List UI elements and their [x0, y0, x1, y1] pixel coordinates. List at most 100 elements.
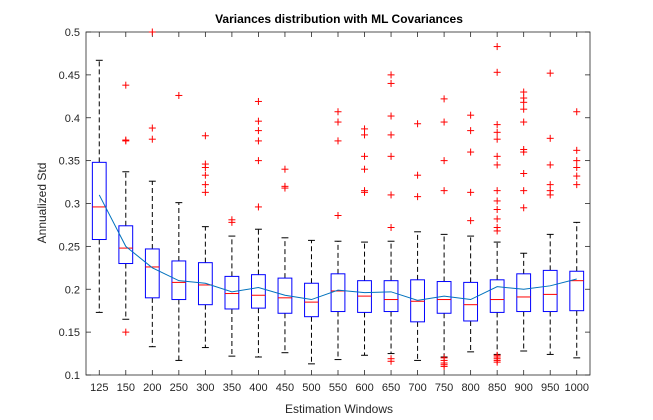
- outlier-marker: [201, 188, 209, 196]
- box-iqr: [91, 161, 107, 241]
- outlier-marker: [122, 328, 130, 336]
- y-tick-label: 0.1: [65, 370, 80, 382]
- box-iqr: [171, 260, 187, 301]
- outlier-marker: [546, 161, 554, 169]
- outlier-marker: [175, 91, 183, 99]
- box-iqr: [383, 280, 399, 313]
- outlier-marker: [573, 181, 581, 189]
- outlier-marker: [414, 120, 422, 128]
- box-iqr: [569, 270, 585, 312]
- outlier-marker: [148, 124, 156, 132]
- outlier-marker: [201, 160, 209, 168]
- x-tick-label: 1000: [564, 382, 588, 394]
- outlier-marker: [493, 351, 501, 359]
- box-iqr: [251, 274, 266, 309]
- outlier-marker: [546, 69, 554, 77]
- outlier-marker: [493, 121, 501, 129]
- outlier-marker: [467, 188, 475, 196]
- x-tick-label: 450: [276, 382, 294, 394]
- box-iqr: [463, 281, 479, 322]
- outlier-marker: [573, 146, 581, 154]
- outlier-marker: [493, 206, 501, 214]
- outlier-marker: [520, 118, 528, 126]
- box-450: [277, 165, 293, 354]
- outlier-marker: [387, 224, 395, 232]
- x-tick-label: 550: [329, 382, 347, 394]
- outlier-marker: [414, 193, 422, 201]
- outlier-marker: [493, 224, 501, 232]
- box-1000: [569, 108, 585, 359]
- box-200: [144, 28, 160, 348]
- outlier-marker: [281, 182, 289, 190]
- outlier-marker: [440, 187, 448, 195]
- box-iqr: [277, 277, 293, 314]
- y-tick-label: 0.5: [65, 27, 80, 39]
- outlier-marker: [573, 172, 581, 180]
- box-iqr: [542, 269, 558, 313]
- outlier-marker: [546, 134, 554, 142]
- box-150: [118, 81, 134, 336]
- x-tick-label: 200: [143, 382, 161, 394]
- x-tick-label: 650: [382, 382, 400, 394]
- y-tick-label: 0.15: [59, 327, 80, 339]
- x-tick-label: 600: [355, 382, 373, 394]
- outlier-marker: [493, 215, 501, 223]
- box-iqr: [144, 248, 160, 299]
- outlier-marker: [493, 161, 501, 169]
- box-500: [304, 239, 319, 365]
- outlier-marker: [254, 157, 262, 165]
- x-tick-label: 750: [435, 382, 453, 394]
- outlier-marker: [493, 187, 501, 195]
- box-series: [91, 28, 585, 370]
- outlier-marker: [440, 95, 448, 103]
- x-tick-label: 850: [488, 382, 506, 394]
- box-350: [224, 216, 240, 357]
- outlier-marker: [467, 127, 475, 135]
- outlier-marker: [520, 88, 528, 96]
- box-iqr: [224, 275, 240, 310]
- outlier-marker: [520, 94, 528, 102]
- box-iqr: [516, 273, 532, 313]
- outlier-marker: [467, 217, 475, 225]
- outlier-marker: [387, 355, 395, 363]
- outlier-marker: [254, 137, 262, 145]
- outlier-marker: [122, 81, 130, 89]
- x-tick-label: 300: [196, 382, 214, 394]
- outlier-marker: [493, 135, 501, 143]
- outlier-marker: [520, 169, 528, 177]
- outlier-marker: [573, 163, 581, 171]
- outlier-marker: [387, 191, 395, 199]
- plot-area: [85, 31, 591, 376]
- outlier-marker: [254, 203, 262, 211]
- mean-line: [98, 194, 577, 301]
- outlier-marker: [361, 165, 369, 173]
- outlier-marker: [467, 148, 475, 156]
- y-tick-label: 0.2: [65, 284, 80, 296]
- y-tick-label: 0.4: [65, 113, 80, 125]
- outlier-marker: [387, 71, 395, 79]
- y-axis: 0.1 0.15 0.2 0.25 0.3 0.35 0.4 0.45 0.5: [59, 27, 590, 382]
- box-800: [463, 111, 479, 353]
- outlier-marker: [254, 97, 262, 105]
- outlier-marker: [334, 118, 342, 126]
- x-tick-label: 150: [117, 382, 135, 394]
- box-650: [383, 71, 399, 365]
- outlier-marker: [387, 152, 395, 160]
- outlier-marker: [573, 108, 581, 116]
- y-tick-label: 0.45: [59, 70, 80, 82]
- outlier-marker: [361, 187, 369, 195]
- outlier-marker: [493, 152, 501, 160]
- outlier-marker: [361, 131, 369, 139]
- outlier-marker: [493, 128, 501, 136]
- outlier-marker: [148, 28, 156, 36]
- chart-title: Variances distribution with ML Covarianc…: [215, 12, 463, 26]
- box-700: [410, 120, 425, 361]
- outlier-marker: [361, 152, 369, 160]
- outlier-marker: [387, 131, 395, 139]
- box-iqr: [304, 282, 319, 318]
- x-axis: 125 150 200 250 300 350 400 450 500 550 600 650 700 7…: [90, 32, 589, 394]
- outlier-marker: [440, 354, 448, 362]
- outlier-marker: [122, 136, 130, 144]
- outlier-marker: [281, 165, 289, 173]
- x-tick-label: 900: [515, 382, 533, 394]
